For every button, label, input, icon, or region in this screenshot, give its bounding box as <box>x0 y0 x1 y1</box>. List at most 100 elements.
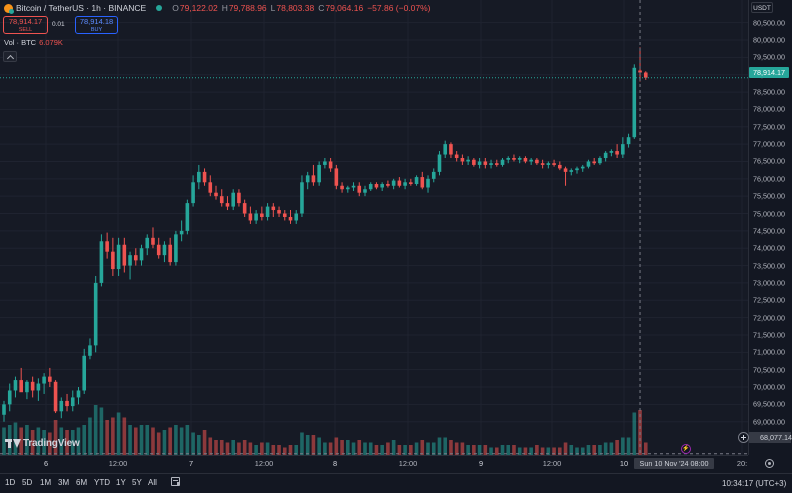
volume-bar <box>13 422 18 455</box>
volume-bar <box>351 442 356 455</box>
candle-body <box>500 159 505 165</box>
volume-bar <box>145 425 150 455</box>
price-tick-label: 75,500.00 <box>753 191 785 201</box>
candle-body <box>53 381 58 412</box>
range-5y-button[interactable]: 5Y <box>132 478 142 487</box>
price-tick-label: 70,500.00 <box>753 365 785 375</box>
ohlc-high-label: H <box>221 3 228 13</box>
range-all-button[interactable]: All <box>148 478 157 487</box>
volume-bar <box>340 440 344 455</box>
sell-button[interactable]: 78,914.17 SELL <box>3 16 48 34</box>
candle-body <box>632 67 637 138</box>
candle-body <box>523 158 528 162</box>
ohlc-open-value: 79,122.02 <box>179 3 218 13</box>
candle-body <box>288 216 293 221</box>
volume-bar <box>162 430 167 455</box>
candle-body <box>483 161 488 165</box>
sell-label: SELL <box>18 27 33 33</box>
volume-bar <box>552 447 556 455</box>
volume-bar <box>191 432 195 455</box>
range-1y-button[interactable]: 1Y <box>116 478 126 487</box>
volume-bar <box>346 440 350 455</box>
candle-body <box>116 244 121 270</box>
candle-body <box>225 203 230 207</box>
candle-body <box>260 213 264 217</box>
volume-bar <box>151 427 155 455</box>
range-1d-button[interactable]: 1D <box>5 478 16 487</box>
candle-body <box>328 161 333 169</box>
volume-bar <box>500 445 505 455</box>
candle-body <box>414 177 419 185</box>
volume-bar <box>111 417 115 455</box>
candle-body <box>156 244 161 256</box>
candle-body <box>506 158 511 160</box>
volume-bar <box>632 412 637 455</box>
candle-body <box>391 180 396 186</box>
volume-bar <box>202 430 207 455</box>
tradingview-logo[interactable]: TradingView <box>5 438 80 449</box>
candle-body <box>472 159 476 165</box>
candle-body <box>443 144 448 155</box>
volume-bar <box>615 440 619 455</box>
candle-body <box>19 380 23 393</box>
candle-body <box>7 390 12 405</box>
clock[interactable]: 10:34:17 (UTC+3) <box>722 479 787 488</box>
range-ytd-button[interactable]: YTD <box>94 478 110 487</box>
currency-selector[interactable]: USDT <box>751 2 773 13</box>
volume-bar <box>168 427 172 455</box>
candle-body <box>59 400 64 412</box>
plus-icon[interactable] <box>738 432 749 443</box>
volume-bar <box>48 432 52 455</box>
candle-body <box>133 255 138 261</box>
candlestick-chart[interactable] <box>0 0 748 455</box>
dividend-event-icon[interactable]: ⚡ <box>681 444 691 454</box>
candle-body <box>128 255 132 266</box>
range-3m-button[interactable]: 3M <box>58 478 70 487</box>
range-6m-button[interactable]: 6M <box>76 478 88 487</box>
tradingview-logo-icon <box>5 439 21 448</box>
candle-body <box>420 177 425 188</box>
candle-body <box>409 182 413 185</box>
time-scale[interactable]: 6 12:00 7 12:00 8 12:00 9 12:00 10 20: <box>0 455 748 472</box>
time-tick-label: 7 <box>188 459 194 468</box>
candle-body <box>323 161 327 165</box>
volume-bar <box>598 445 602 455</box>
buy-button[interactable]: 78,914.18 BUY <box>75 16 118 34</box>
volume-bar <box>517 447 522 455</box>
time-tick-label: 12:00 <box>542 459 562 468</box>
time-tick-label: 8 <box>332 459 338 468</box>
price-tick-label: 77,000.00 <box>753 139 785 149</box>
chart-pane[interactable] <box>0 0 748 455</box>
range-5d-button[interactable]: 5D <box>22 478 33 487</box>
candle-body <box>214 192 218 197</box>
volume-label: Vol · BTC <box>4 38 37 47</box>
candle-body <box>334 168 339 186</box>
volume-bar <box>122 417 127 455</box>
candle-body <box>151 237 155 245</box>
brand-name: TradingView <box>23 438 80 449</box>
settings-icon[interactable] <box>765 459 774 468</box>
candle-body <box>294 213 299 221</box>
symbol-title[interactable]: Bitcoin / TetherUS · 1h · BINANCE <box>16 3 147 13</box>
collapse-legend-button[interactable] <box>3 51 17 62</box>
volume-legend[interactable]: Vol · BTC 6.079K <box>4 38 63 47</box>
candle-body <box>208 182 213 193</box>
candle-body <box>426 178 430 188</box>
price-tick-label: 69,000.00 <box>753 417 785 427</box>
range-1m-button[interactable]: 1M <box>40 478 52 487</box>
price-tick-label: 78,500.00 <box>753 87 785 97</box>
ohlc-high-value: 79,788.96 <box>228 3 267 13</box>
symbol-legend[interactable]: Bitcoin / TetherUS · 1h · BINANCE O 79,1… <box>4 2 435 14</box>
volume-bar <box>105 420 109 455</box>
candle-body <box>248 213 253 221</box>
volume-bar <box>323 442 327 455</box>
volume-bar <box>65 430 69 455</box>
volume-bar <box>116 412 121 455</box>
spread-value: 0.01 <box>52 21 65 28</box>
candle-body <box>449 144 453 155</box>
price-tick-label: 77,500.00 <box>753 122 785 132</box>
calendar-icon[interactable] <box>171 477 180 486</box>
volume-bar <box>237 442 241 455</box>
candle-body <box>179 230 184 235</box>
